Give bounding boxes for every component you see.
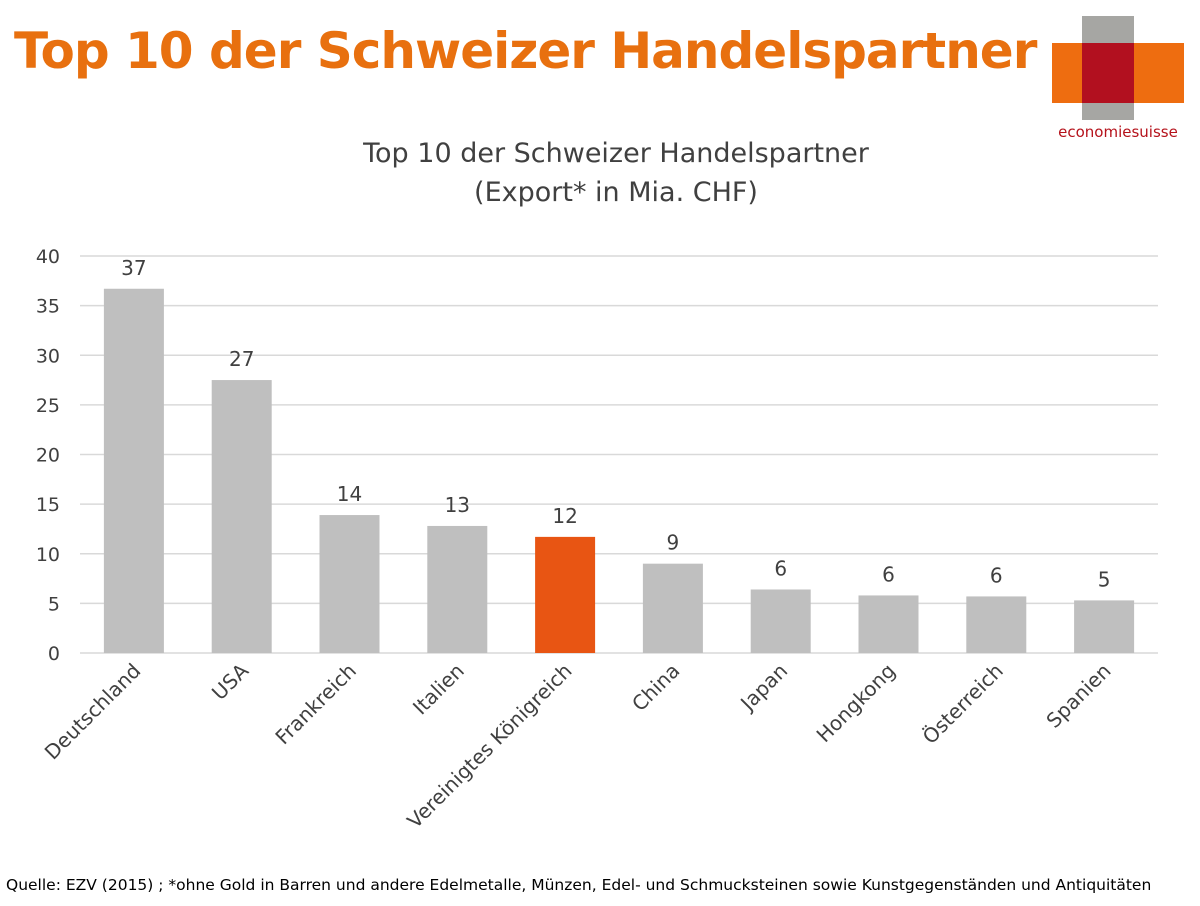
bar: [966, 596, 1027, 653]
y-tick-label: 25: [36, 395, 60, 417]
x-tick-label: Japan: [734, 659, 792, 717]
y-tick-label: 20: [36, 445, 60, 467]
y-tick-label: 10: [36, 544, 60, 566]
y-tick-label: 40: [36, 246, 60, 268]
x-tick-label: Italien: [408, 659, 469, 720]
logo-red-square: [1082, 43, 1134, 103]
data-label: 6: [990, 563, 1003, 587]
data-label: 9: [667, 531, 680, 555]
y-tick-label: 30: [36, 345, 60, 367]
bar: [858, 595, 919, 653]
source-note: Quelle: EZV (2015) ; *ohne Gold in Barre…: [6, 876, 1152, 894]
x-tick-label: USA: [207, 658, 253, 704]
data-label: 37: [121, 256, 146, 280]
x-tick-label: China: [627, 659, 684, 716]
bar: [319, 515, 380, 653]
data-label: 6: [882, 562, 895, 586]
y-tick-label: 5: [48, 593, 60, 615]
bar: [103, 288, 164, 653]
bar: [642, 563, 703, 653]
bar-highlighted: [535, 536, 596, 653]
y-tick-label: 35: [36, 296, 60, 318]
data-label: 5: [1098, 567, 1111, 591]
x-tick-label: Frankreich: [270, 659, 361, 750]
bar: [1074, 600, 1135, 653]
y-tick-label: 15: [36, 494, 60, 516]
x-tick-label: Österreich: [918, 659, 1008, 749]
data-label: 27: [229, 347, 254, 371]
logo-mark: [1052, 16, 1184, 120]
x-tick-label: Spanien: [1041, 659, 1115, 733]
data-label: 13: [445, 493, 470, 517]
bar: [427, 525, 488, 653]
x-tick-label: Deutschland: [40, 659, 146, 765]
bar: [750, 589, 811, 653]
y-tick-label: 0: [48, 643, 60, 665]
chart-subtitle: (Export* in Mia. CHF): [474, 177, 758, 208]
economiesuisse-logo: economiesuisse: [1052, 16, 1184, 144]
logo-text: economiesuisse: [1058, 123, 1178, 141]
page-title: Top 10 der Schweizer Handelspartner: [14, 22, 1037, 80]
x-tick-label: Hongkong: [812, 659, 900, 747]
data-label: 12: [552, 504, 577, 528]
chart-title: Top 10 der Schweizer Handelspartner: [363, 138, 869, 169]
data-label: 14: [337, 482, 362, 506]
bar: [211, 380, 272, 653]
data-label: 6: [774, 556, 787, 580]
